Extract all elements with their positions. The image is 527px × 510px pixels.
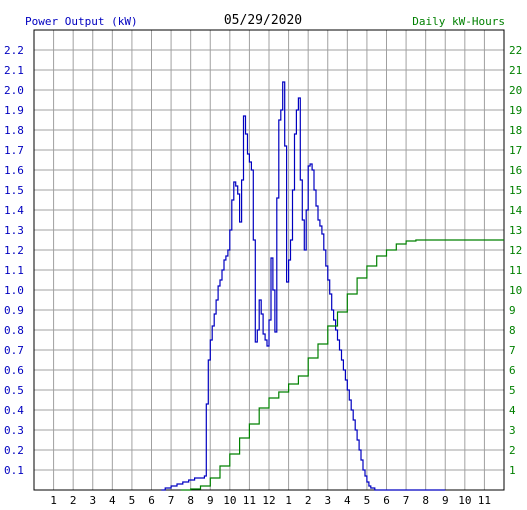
x-tick-label: 9 [442, 494, 449, 507]
x-tick-label: 9 [207, 494, 214, 507]
y-left-tick-label: 0.1 [4, 464, 24, 477]
y-left-tick-label: 0.5 [4, 384, 24, 397]
y-right-tick-label: 21 [509, 64, 522, 77]
left-axis-ticks: 0.1 0.2 0.3 0.4 0.5 0.6 0.7 0.8 0.9 1.0 1.1 1.2 1.3 1… [4, 44, 24, 477]
y-right-tick-label: 18 [509, 124, 522, 137]
x-tick-label: 3 [89, 494, 96, 507]
left-axis-title: Power Output (kW) [25, 15, 138, 28]
y-right-tick-label: 14 [509, 204, 523, 217]
y-right-tick-label: 17 [509, 144, 522, 157]
x-tick-label: 10 [223, 494, 236, 507]
y-right-tick-label: 10 [509, 284, 522, 297]
x-tick-label: 5 [364, 494, 371, 507]
y-left-tick-label: 1.7 [4, 144, 24, 157]
x-tick-label: 8 [422, 494, 429, 507]
x-tick-label: 2 [70, 494, 77, 507]
x-tick-label: 12 [262, 494, 275, 507]
x-tick-label: 1 [50, 494, 57, 507]
y-right-tick-label: 22 [509, 44, 522, 57]
y-right-tick-label: 19 [509, 104, 522, 117]
x-axis-ticks: 1 2 3 4 5 6 7 8 9 10 11 12 1 2 3 4 5 6 7 8 9 10 11 [50, 494, 491, 507]
y-left-tick-label: 0.3 [4, 424, 24, 437]
y-right-tick-label: 5 [509, 384, 516, 397]
x-tick-label: 6 [383, 494, 390, 507]
y-left-tick-label: 0.7 [4, 344, 24, 357]
y-right-tick-label: 11 [509, 264, 522, 277]
x-tick-label: 1 [285, 494, 292, 507]
x-tick-label: 7 [168, 494, 175, 507]
y-right-tick-label: 1 [509, 464, 516, 477]
y-right-tick-label: 2 [509, 444, 516, 457]
y-left-tick-label: 0.8 [4, 324, 24, 337]
chart-title: 05/29/2020 [224, 13, 302, 28]
x-tick-label: 7 [403, 494, 410, 507]
y-left-tick-label: 1.0 [4, 284, 24, 297]
y-right-tick-label: 4 [509, 404, 516, 417]
series-daily-kwh-line [180, 239, 504, 491]
y-left-tick-label: 0.4 [4, 404, 24, 417]
x-tick-label: 3 [324, 494, 331, 507]
y-left-tick-label: 0.9 [4, 304, 24, 317]
y-left-tick-label: 1.8 [4, 124, 24, 137]
y-right-tick-label: 15 [509, 184, 522, 197]
x-tick-label: 8 [187, 494, 194, 507]
y-left-tick-label: 0.6 [4, 364, 24, 377]
y-right-tick-label: 3 [509, 424, 516, 437]
y-left-tick-label: 1.5 [4, 184, 24, 197]
y-left-tick-label: 1.2 [4, 244, 24, 257]
y-left-tick-label: 1.4 [4, 204, 24, 217]
y-right-tick-label: 16 [509, 164, 522, 177]
x-tick-label: 10 [458, 494, 471, 507]
right-axis-title: Daily kW-Hours [412, 15, 505, 28]
y-right-tick-label: 7 [509, 344, 516, 357]
y-right-tick-label: 9 [509, 304, 516, 317]
y-left-tick-label: 1.9 [4, 104, 24, 117]
x-tick-label: 11 [478, 494, 491, 507]
y-left-tick-label: 2.0 [4, 84, 24, 97]
x-tick-label: 5 [129, 494, 136, 507]
y-right-tick-label: 6 [509, 364, 516, 377]
plot-frame [33, 29, 505, 491]
x-tick-label: 6 [148, 494, 155, 507]
y-left-tick-label: 2.2 [4, 44, 24, 57]
y-left-tick-label: 0.2 [4, 444, 24, 457]
y-right-tick-label: 8 [509, 324, 516, 337]
y-left-tick-label: 1.3 [4, 224, 24, 237]
y-left-tick-label: 1.6 [4, 164, 24, 177]
x-tick-label: 11 [243, 494, 256, 507]
y-right-tick-label: 20 [509, 84, 522, 97]
x-tick-label: 2 [305, 494, 312, 507]
y-left-tick-label: 1.1 [4, 264, 24, 277]
y-right-tick-label: 12 [509, 244, 522, 257]
series-power-output-line [161, 81, 446, 491]
x-tick-label: 4 [109, 494, 116, 507]
y-right-tick-label: 13 [509, 224, 522, 237]
x-tick-label: 4 [344, 494, 351, 507]
y-left-tick-label: 2.1 [4, 64, 24, 77]
